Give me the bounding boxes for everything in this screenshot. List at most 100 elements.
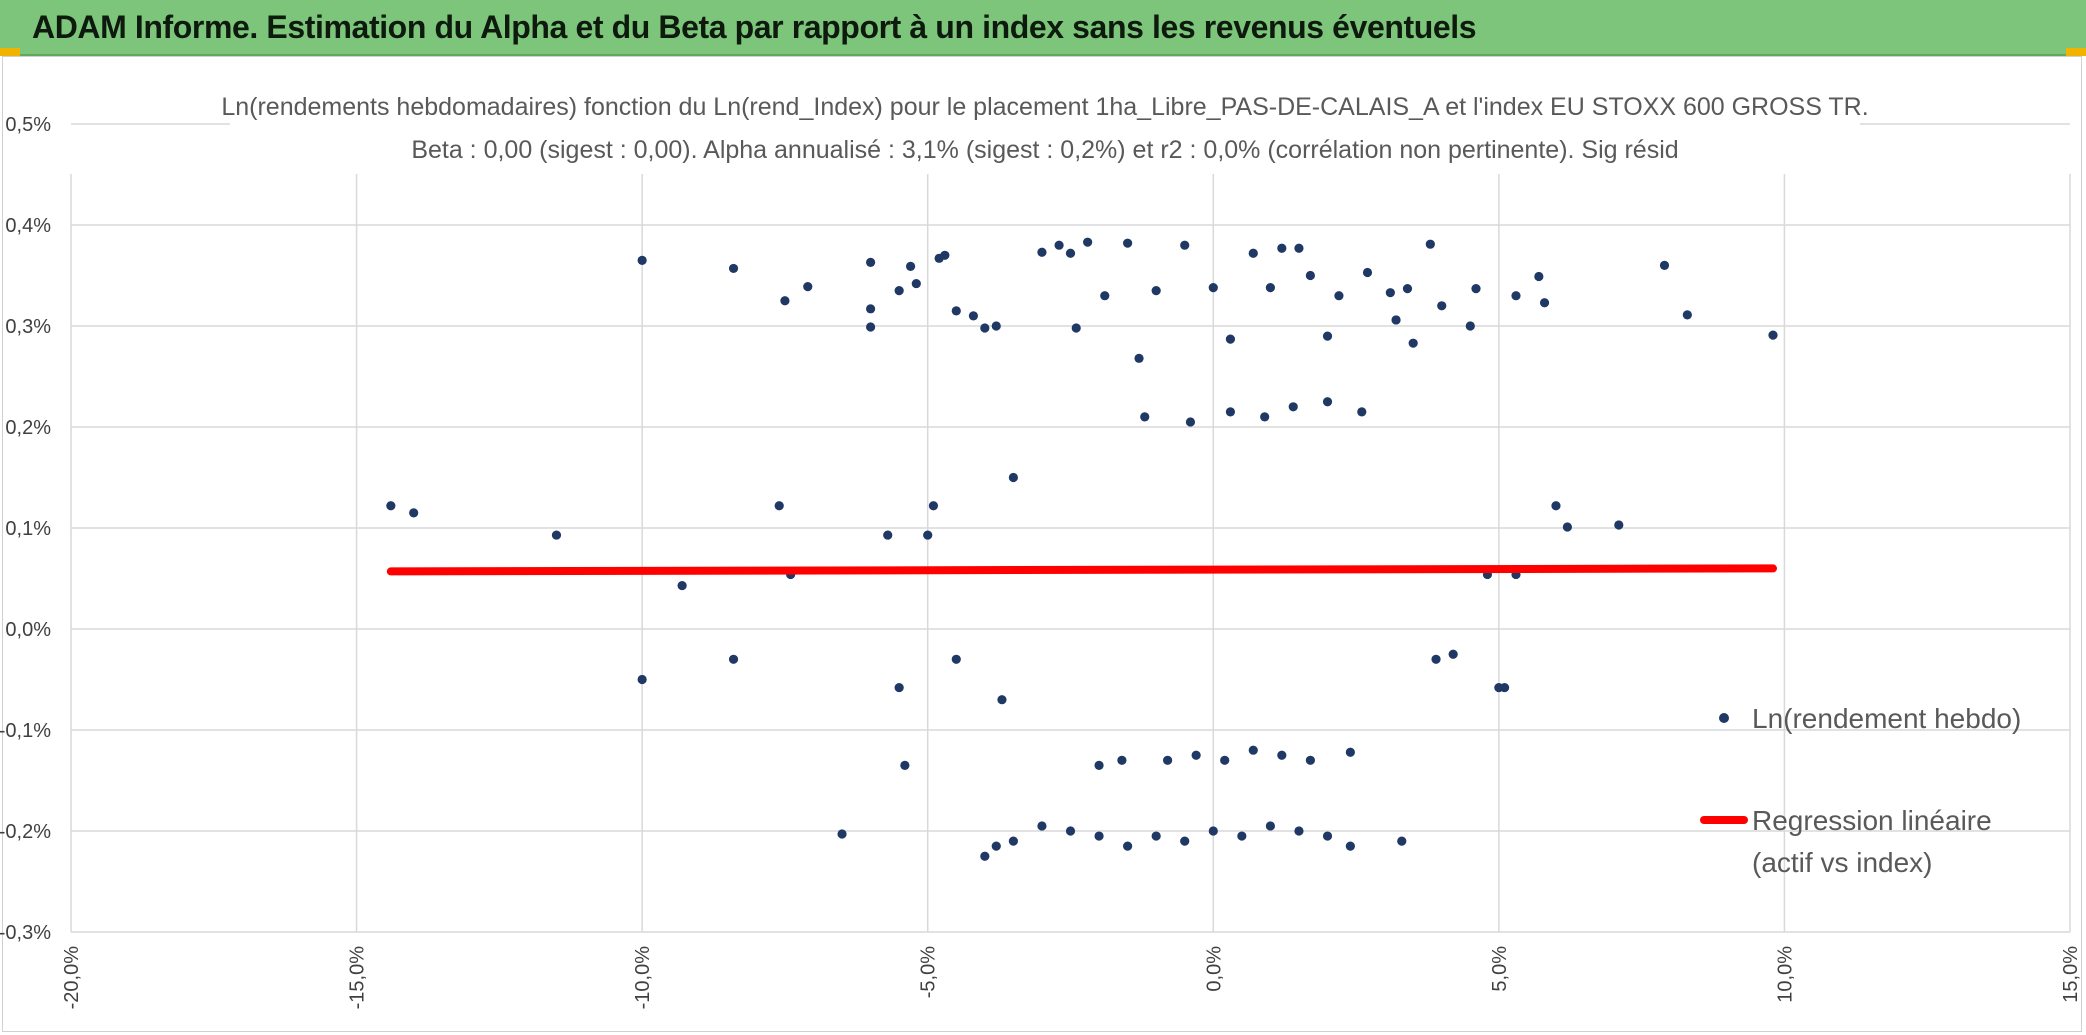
data-point (637, 255, 647, 265)
data-point (997, 695, 1007, 705)
y-tick-label: 0,4% (5, 215, 51, 237)
data-point (911, 278, 921, 289)
data-point (1305, 755, 1315, 765)
grid-lines (70, 123, 2071, 933)
data-point (1465, 321, 1475, 331)
data-point (894, 682, 904, 693)
y-tick-label: 0,3% (5, 316, 51, 338)
x-tick-label: -20,0% (61, 946, 83, 1010)
data-point (1100, 291, 1110, 301)
data-point (1385, 288, 1395, 298)
data-point (980, 851, 990, 861)
title-background (230, 86, 1860, 170)
x-tick-label: 15,0% (2060, 946, 2082, 1003)
data-point (1357, 407, 1367, 417)
data-point (1305, 270, 1315, 281)
data-point (409, 508, 419, 518)
y-tick-label: 0,5% (5, 114, 51, 136)
data-point (1345, 841, 1355, 851)
data-point (923, 530, 933, 540)
chart-title: Ln(rendements hebdomadaires) fonction du… (221, 93, 1868, 121)
data-point (1471, 284, 1481, 294)
data-point (728, 654, 739, 664)
data-point (1322, 397, 1333, 407)
data-point (1065, 248, 1076, 258)
data-point (1225, 334, 1236, 344)
legend-label-line-cont: (actif vs index) (1752, 847, 1933, 878)
data-point (1408, 338, 1418, 348)
y-tick-label: -0,2% (0, 821, 51, 843)
data-point (951, 654, 961, 664)
data-point (1071, 323, 1081, 333)
data-point (1162, 755, 1173, 765)
data-point (866, 322, 876, 332)
data-point (1448, 649, 1458, 659)
data-point (1248, 248, 1258, 258)
y-tick-label: 0,1% (5, 518, 51, 540)
legend: Ln(rendement hebdo) Regression linéaire (a… (1700, 703, 2021, 878)
data-point (1511, 291, 1521, 301)
data-point (1037, 247, 1047, 257)
data-point (1277, 243, 1287, 253)
data-point (1362, 267, 1373, 278)
data-point (1237, 831, 1247, 841)
data-point (1248, 745, 1258, 755)
corner-marker-left (0, 48, 20, 56)
data-point (1123, 238, 1133, 248)
data-point (1117, 755, 1127, 765)
data-point (1397, 836, 1407, 846)
data-point (1265, 821, 1275, 831)
y-tick-label: 0,2% (5, 417, 51, 439)
data-point (1768, 330, 1778, 340)
data-point (1499, 682, 1510, 693)
legend-label-line: Regression linéaire (1752, 805, 1992, 836)
data-point (1220, 755, 1230, 765)
data-point (980, 323, 990, 333)
scatter-points (386, 237, 1778, 861)
data-point (866, 257, 876, 267)
data-point (991, 321, 1001, 331)
data-point (677, 580, 687, 591)
data-point (1151, 831, 1161, 841)
data-point (1682, 310, 1692, 320)
x-tick-label: -10,0% (632, 946, 654, 1010)
regression-line (386, 564, 1778, 576)
chart-subtitle: Beta : 0,00 (sigest : 0,00). Alpha annua… (411, 136, 1678, 164)
data-point (1322, 331, 1333, 341)
data-point (551, 530, 562, 540)
data-point (1562, 522, 1572, 532)
data-point (1294, 243, 1304, 253)
data-point (1008, 836, 1018, 846)
data-point (1094, 831, 1104, 841)
data-point (940, 250, 950, 260)
data-point (1191, 750, 1201, 760)
data-point (1008, 472, 1018, 483)
chart-frame (2, 56, 2082, 1032)
data-point (1151, 286, 1161, 296)
y-tick-label: -0,3% (0, 922, 51, 944)
data-point (1431, 654, 1441, 664)
data-point (1322, 831, 1333, 841)
data-point (780, 296, 790, 306)
data-point (1185, 417, 1196, 427)
y-tick-label: -0,1% (0, 720, 51, 742)
data-point (991, 841, 1001, 851)
data-point (900, 760, 910, 770)
data-point (1123, 841, 1133, 851)
report-banner: ADAM Informe. Estimation du Alpha et du … (0, 0, 2086, 56)
x-tick-label: -15,0% (347, 946, 369, 1010)
x-tick-label: 10,0% (1774, 946, 1796, 1003)
data-point (928, 501, 939, 511)
data-point (1425, 239, 1435, 249)
data-point (1402, 284, 1413, 294)
x-tick-label: 5,0% (1489, 946, 1511, 992)
data-point (1208, 826, 1218, 836)
data-point (1334, 291, 1344, 301)
data-point (883, 530, 893, 540)
data-point (1208, 283, 1218, 293)
data-point (1140, 412, 1150, 422)
data-point (774, 501, 784, 511)
legend-label-scatter: Ln(rendement hebdo) (1752, 703, 2021, 734)
y-axis-ticks: 0,5% 0,4% 0,3% 0,2% 0,1% 0,0% -0,1% -0,2% -0,3% (0, 114, 51, 944)
data-point (1065, 826, 1076, 836)
